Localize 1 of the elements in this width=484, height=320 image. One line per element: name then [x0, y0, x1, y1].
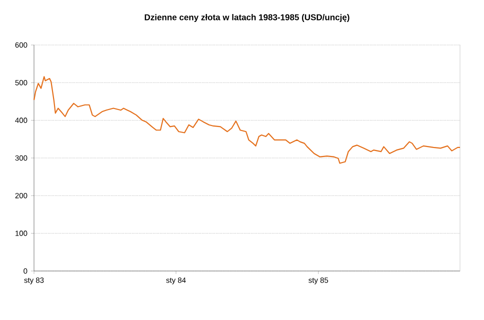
chart-title: Dzienne ceny złota w latach 1983-1985 (USD/uncję) [144, 14, 350, 22]
